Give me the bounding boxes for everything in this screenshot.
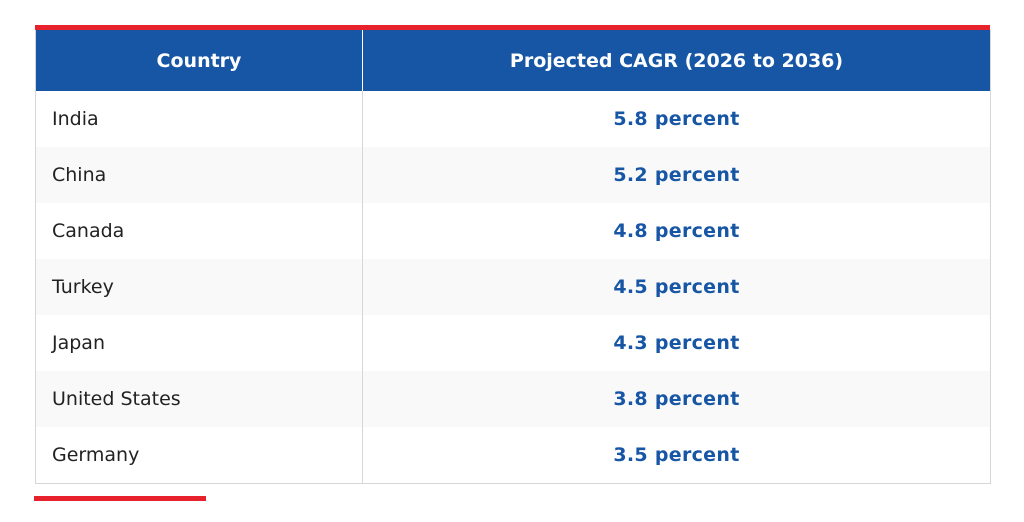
cagr-cell: 5.8 percent (613, 108, 740, 130)
country-cell: United States (35, 371, 363, 427)
country-cell: Canada (35, 203, 363, 259)
cagr-table: Country Projected CAGR (2026 to 2036) In… (35, 30, 991, 484)
top-accent-bar (35, 25, 990, 30)
country-cell: Japan (35, 315, 363, 371)
table-row: Canada 4.8 percent (35, 203, 991, 259)
table-row: Germany 3.5 percent (35, 427, 991, 484)
cagr-cell: 3.8 percent (362, 371, 991, 427)
column-header-country: Country (35, 30, 363, 91)
cagr-cell: 3.5 percent (613, 444, 740, 466)
country-cell: China (35, 147, 363, 203)
country-cell: Turkey (35, 259, 363, 315)
cagr-table-container: Country Projected CAGR (2026 to 2036) In… (35, 25, 991, 484)
bottom-accent-bar (34, 496, 206, 501)
country-cell: India (35, 91, 363, 147)
table-header-row: Country Projected CAGR (2026 to 2036) (35, 30, 991, 91)
column-header-cagr: Projected CAGR (2026 to 2036) (362, 30, 991, 91)
table-row: China 5.2 percent (35, 147, 991, 203)
table-row: United States 3.8 percent (35, 371, 991, 427)
table-row: Turkey 4.5 percent (35, 259, 991, 315)
cagr-cell: 5.2 percent (362, 147, 991, 203)
cagr-cell: 4.8 percent (613, 220, 740, 242)
country-cell: Germany (35, 427, 363, 484)
table-row: Japan 4.3 percent (35, 315, 991, 371)
table-row: India 5.8 percent (35, 91, 991, 147)
cagr-cell: 4.3 percent (613, 332, 740, 354)
cagr-cell: 4.5 percent (362, 259, 991, 315)
